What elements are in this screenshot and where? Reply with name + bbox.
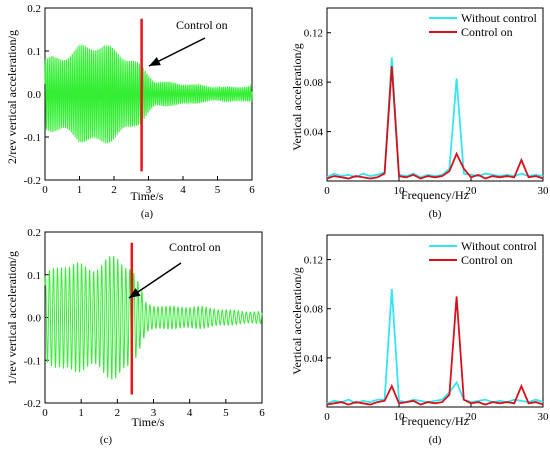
x-tick-label-a: 3 [146,184,152,196]
x-tick-label-b: 0 [324,185,330,197]
x-tick-label-c: 2 [115,407,121,419]
y-tick-label-d: 0.04 [304,353,324,365]
y-tick-label-d: 0.12 [304,255,323,267]
y-tick-label-a: -0.2 [24,175,41,187]
ylabel-a: 2/rev vertical acceleration/g [5,30,19,164]
xlabel-c: Time/s [132,415,165,429]
x-tick-label-d: 20 [466,411,478,423]
x-tick-label-c: 5 [223,407,229,419]
series-line-d-control-on [326,296,544,406]
y-tick-label-a: -0.1 [24,132,41,144]
ylabel-c: 1/rev vertical acceleration/g [5,251,19,385]
plot-frame-b [326,7,544,182]
ylabel-d: Vertical acceleration/g [290,267,304,375]
y-tick-label-c: -0.1 [24,355,41,367]
legend-label-b-0: Without control [461,11,538,25]
y-tick-label-b: 0.12 [304,28,323,40]
panel-a: 2/rev vertical acceleration/g Time/s (a)… [5,3,255,220]
x-tick-label-a: 5 [215,184,221,196]
x-tick-label-a: 4 [180,184,186,196]
x-tick-label-b: 20 [466,185,478,197]
panel-b: Vertical acceleration/g Frequency/Hz (b)… [290,7,550,220]
series-line-d-without-control [326,289,544,405]
annotation-arrowhead-a [149,57,161,66]
annotation-a: Control on [176,18,228,32]
panel-label-d: (d) [429,434,442,446]
legend-label-d-1: Control on [461,253,513,267]
ylabel-b: Vertical acceleration/g [290,43,304,151]
x-tick-label-d: 30 [538,411,550,423]
x-tick-label-a: 1 [77,184,83,196]
y-tick-label-c: -0.2 [24,398,41,410]
x-tick-label-d: 10 [394,411,406,423]
x-tick-label-c: 1 [78,407,84,419]
annotation-arrowhead-c [129,288,141,298]
x-tick-label-a: 2 [111,184,117,196]
y-tick-label-c: 0.0 [27,313,41,325]
x-tick-label-b: 10 [394,185,406,197]
y-tick-label-b: 0.08 [304,77,324,89]
time-signal-c [44,255,263,381]
panel-label-c: (c) [100,434,113,446]
y-tick-label-d: 0.08 [304,304,324,316]
panel-label-b: (b) [429,208,442,220]
plot-frame-d [326,234,544,408]
xlabel-d: Frequency/Hz [401,414,469,428]
x-tick-label-a: 6 [249,184,255,196]
xlabel-a: Time/s [131,189,164,203]
y-tick-label-c: 0.1 [27,270,41,282]
xlabel-b: Frequency/Hz [401,188,469,202]
y-tick-label-c: 0.2 [27,227,41,239]
y-tick-label-a: 0.1 [27,46,41,58]
x-tick-label-a: 0 [42,184,48,196]
x-tick-label-d: 0 [324,411,330,423]
series-line-b-without-control [326,57,544,179]
x-tick-label-b: 30 [538,185,550,197]
x-tick-label-c: 6 [259,407,265,419]
legend-label-b-1: Control on [461,25,513,39]
x-tick-label-c: 3 [151,407,157,419]
series-line-b-control-on [326,66,544,180]
y-tick-label-b: 0.04 [304,127,324,139]
y-tick-label-a: 0.0 [27,89,41,101]
y-tick-label-a: 0.2 [27,3,41,15]
annotation-c: Control on [169,240,221,254]
legend-label-d-0: Without control [461,239,538,253]
panel-label-a: (a) [141,208,154,220]
panel-d: Vertical acceleration/g Frequency/Hz (d)… [290,234,550,446]
x-tick-label-c: 4 [187,407,193,419]
panel-c: 1/rev vertical acceleration/g Time/s (c)… [5,227,265,446]
time-signal-a [44,44,253,144]
x-tick-label-c: 0 [42,407,48,419]
